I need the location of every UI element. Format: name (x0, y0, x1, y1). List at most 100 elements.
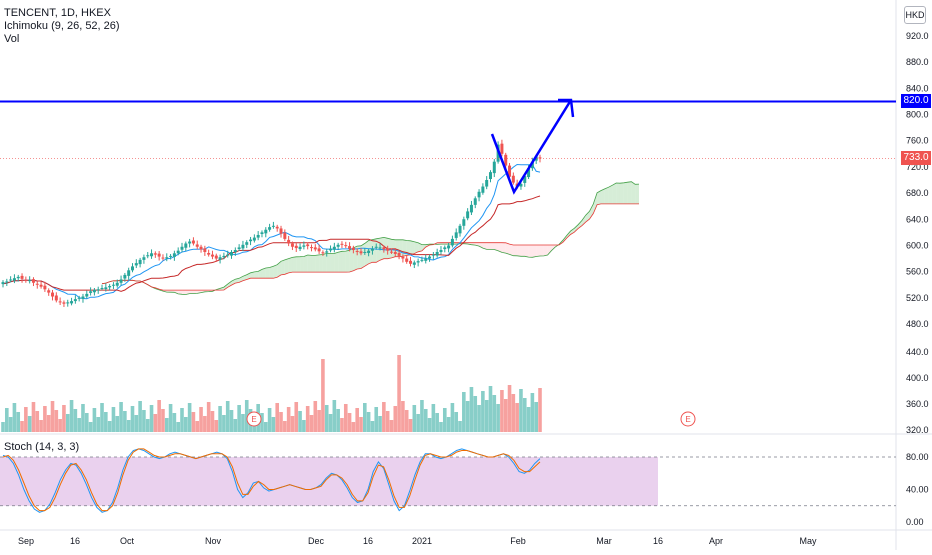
candle-body (36, 284, 39, 285)
volume-bar (287, 407, 291, 432)
candle-body (234, 250, 237, 252)
price-tick-label: 520.0 (906, 293, 929, 303)
volume-bar (416, 414, 420, 432)
candle-body (481, 187, 484, 193)
volume-bar (268, 408, 272, 432)
volume-bar (439, 422, 443, 432)
candle-body (17, 277, 20, 278)
volume-bar (279, 412, 283, 432)
candle-body (413, 262, 416, 264)
candle-body (127, 270, 130, 276)
time-tick-label: Nov (205, 536, 222, 546)
candle-body (93, 290, 96, 292)
cloud-segment (304, 255, 308, 272)
cloud-segment (601, 189, 605, 204)
candle-body (135, 263, 138, 265)
candle-body (89, 291, 92, 293)
volume-bar (515, 403, 519, 432)
candle-body (150, 253, 153, 256)
candle-body (5, 281, 8, 282)
candle-body (417, 261, 420, 262)
candle-body (253, 238, 256, 241)
volume-bar (397, 355, 401, 432)
volume-bar (184, 417, 188, 432)
cloud-segment (266, 267, 270, 278)
candle-body (123, 275, 126, 279)
candle-body (375, 247, 378, 248)
volume-bar (317, 410, 321, 432)
volume-bar (74, 409, 78, 432)
candle-body (371, 249, 374, 251)
candle-body (59, 301, 62, 302)
candle-body (43, 286, 46, 290)
volume-bar (386, 411, 390, 432)
candle-body (466, 211, 469, 218)
volume-bar (230, 410, 234, 432)
cloud-segment (536, 245, 540, 257)
candle-body (230, 252, 233, 256)
volume-bar (127, 420, 131, 432)
volume-bar (51, 401, 55, 432)
candle-body (299, 247, 302, 249)
volume-bar (481, 391, 485, 432)
volume-bar (413, 405, 417, 432)
candle-body (184, 243, 187, 247)
stoch-legend[interactable]: Stoch (14, 3, 3) (4, 441, 79, 453)
cloud-segment (190, 290, 194, 294)
volume-legend[interactable]: Vol (4, 33, 120, 46)
volume-bar (294, 402, 298, 432)
volume-bar (492, 395, 496, 432)
volume-bar (112, 407, 116, 432)
cloud-segment (334, 252, 338, 272)
volume-bar (207, 402, 211, 432)
candle-body (428, 257, 431, 259)
currency-badge[interactable]: HKD (904, 6, 926, 24)
cloud-segment (635, 184, 639, 204)
symbol-title[interactable]: TENCENT, 1D, HKEX (4, 7, 120, 20)
volume-bar (473, 396, 477, 432)
candle-body (264, 230, 267, 234)
volume-bar (1, 422, 5, 432)
volume-bar (329, 414, 333, 432)
volume-bar (188, 403, 192, 432)
candle-body (287, 240, 290, 244)
cloud-segment (510, 244, 514, 256)
cloud-segment (490, 243, 494, 250)
candle-body (409, 261, 412, 264)
senkou-span-a (102, 182, 639, 295)
candle-body (226, 255, 229, 256)
ichimoku-legend[interactable]: Ichimoku (9, 26, 52, 26) (4, 20, 120, 33)
cloud-segment (532, 245, 536, 257)
drawn-projection-path (492, 100, 571, 192)
volume-bar (93, 408, 97, 432)
cloud-segment (350, 248, 354, 272)
volume-bar (531, 393, 535, 432)
volume-bar (435, 413, 439, 432)
candle-body (21, 276, 24, 279)
candle-body (211, 255, 214, 257)
cloud-segment (285, 259, 289, 275)
candle-body (203, 248, 206, 252)
volume-bar (5, 408, 9, 432)
volume-bar (131, 406, 135, 432)
candle-body (321, 252, 324, 253)
candle-body (66, 302, 69, 303)
volume-bar (363, 403, 367, 432)
volume-bar (534, 402, 538, 432)
candle-body (325, 251, 328, 252)
candle-body (245, 242, 248, 245)
volume-bar (485, 400, 489, 432)
candle-body (314, 247, 317, 249)
candle-body (420, 260, 423, 261)
cloud-segment (521, 245, 525, 256)
volume-bar (321, 359, 325, 432)
volume-bar (35, 411, 39, 432)
candle-body (344, 245, 347, 246)
volume-bar (538, 388, 542, 432)
candle-body (215, 256, 218, 259)
candle-body (386, 248, 389, 250)
volume-bar (393, 406, 397, 432)
volume-bar (165, 418, 169, 432)
